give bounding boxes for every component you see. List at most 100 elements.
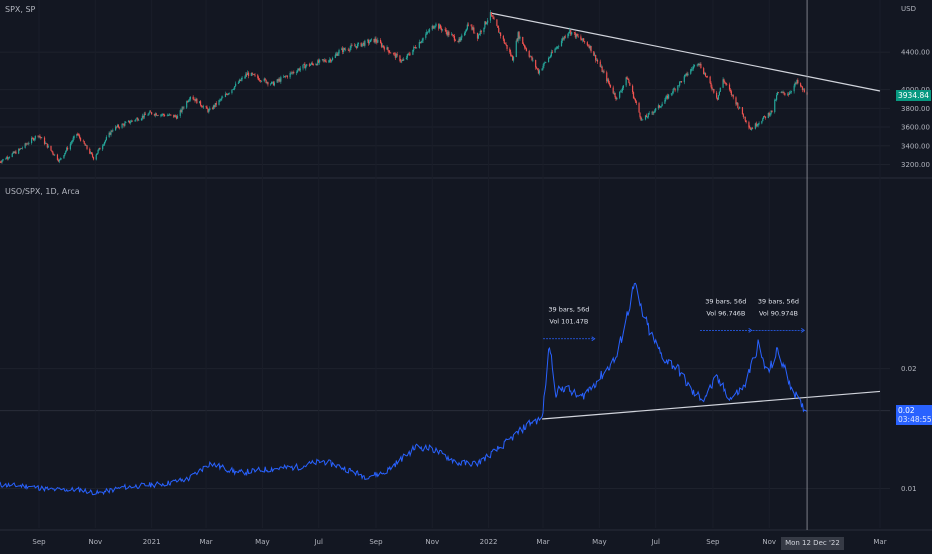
candle <box>465 28 468 32</box>
candle-body <box>616 97 618 100</box>
candle <box>672 87 674 95</box>
candle <box>613 91 615 96</box>
candle-body <box>448 31 450 36</box>
candle-body <box>763 116 765 119</box>
candle <box>704 72 707 78</box>
candle-body <box>162 113 164 115</box>
candle-body <box>382 45 384 48</box>
candle-body <box>451 34 453 36</box>
candle-body <box>134 120 136 121</box>
candle <box>373 38 375 43</box>
candle-body <box>641 119 643 121</box>
candle <box>213 104 216 109</box>
candle-body <box>34 135 36 139</box>
range-measure: 39 bars, 56d Vol 90.974B <box>752 297 806 333</box>
candle-body <box>149 111 151 114</box>
candle-body <box>615 96 617 100</box>
candle-body <box>324 59 326 62</box>
candle-body <box>532 60 534 61</box>
candle <box>744 116 746 123</box>
candle <box>293 70 295 75</box>
candle-body <box>504 43 506 45</box>
ratio-line <box>0 282 808 496</box>
candle-body <box>63 155 65 159</box>
candle-body <box>658 105 660 108</box>
candle-body <box>140 118 143 121</box>
candle-body <box>537 69 540 74</box>
candle-body <box>315 64 317 66</box>
candle-body <box>227 93 229 95</box>
candle-body <box>235 83 237 87</box>
candle <box>108 131 110 138</box>
candle-body <box>209 108 211 111</box>
candle-body <box>783 91 785 94</box>
candle-body <box>394 53 396 58</box>
candle <box>716 90 718 100</box>
candle-body <box>712 89 714 90</box>
candle <box>641 117 643 121</box>
candle-body <box>240 79 242 81</box>
candle <box>2 158 4 162</box>
candle-body <box>362 42 364 44</box>
candle-body <box>215 102 217 105</box>
candle <box>168 112 170 116</box>
candle <box>59 157 61 161</box>
candle <box>670 93 672 97</box>
candle <box>342 46 344 55</box>
x-tick-label: May <box>592 538 606 546</box>
candle-body <box>659 106 661 108</box>
candle <box>148 112 150 116</box>
candle <box>635 100 637 105</box>
candle <box>90 151 92 155</box>
candle-body <box>168 114 170 116</box>
candle <box>567 33 569 39</box>
candle <box>690 68 692 75</box>
candle-body <box>642 119 644 121</box>
candle-body <box>52 151 54 154</box>
candle-body <box>510 52 512 56</box>
candle-body <box>536 68 539 70</box>
candle <box>142 115 144 120</box>
candle <box>78 133 80 137</box>
candle-body <box>653 111 655 114</box>
candle <box>382 45 384 49</box>
candle <box>776 91 779 96</box>
candle <box>697 62 699 66</box>
candle-body <box>138 120 140 121</box>
candle <box>335 51 337 57</box>
candle <box>205 105 207 109</box>
candle <box>348 49 350 53</box>
candle <box>458 37 460 44</box>
candle <box>510 49 512 57</box>
candle <box>40 136 42 140</box>
candle-body <box>325 61 327 63</box>
candle <box>277 78 279 83</box>
candle <box>5 157 7 160</box>
candle <box>208 108 210 114</box>
candle <box>264 77 266 81</box>
candle <box>489 10 492 23</box>
candle <box>44 141 47 145</box>
candle-body <box>200 105 203 107</box>
candle <box>607 77 610 85</box>
candle-body <box>439 25 441 29</box>
candle <box>538 69 540 76</box>
candle-body <box>487 20 489 23</box>
candle <box>167 114 169 117</box>
candle <box>684 74 686 78</box>
candle-body <box>619 91 622 93</box>
candle-body <box>150 111 152 113</box>
candle <box>166 113 168 117</box>
candle-body <box>116 125 119 128</box>
candle-body <box>595 59 598 61</box>
candle-body <box>46 143 48 148</box>
candle <box>440 26 443 33</box>
candle <box>406 53 408 61</box>
candle <box>237 81 240 85</box>
range-volume-label: Vol 90.974B <box>759 309 798 317</box>
candle-body <box>596 59 599 62</box>
candle <box>558 44 560 50</box>
candle <box>569 27 571 34</box>
